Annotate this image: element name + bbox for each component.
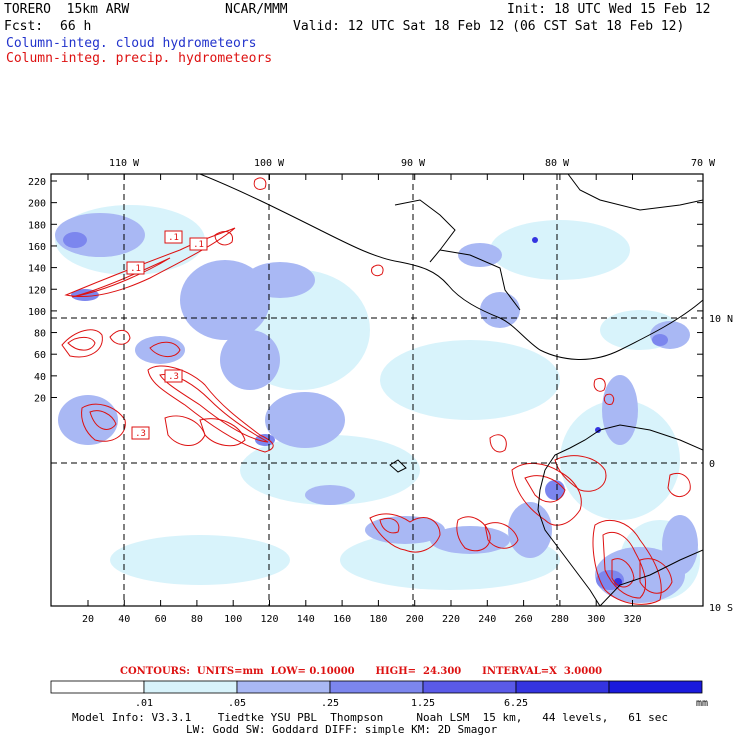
lon-label: 90 W — [401, 158, 426, 169]
plot-frame — [50, 173, 704, 607]
x-tick-label: 320 — [623, 614, 641, 625]
y-tick-label: 160 — [28, 242, 46, 253]
x-tick-label: 200 — [406, 614, 424, 625]
field-label-precip: Column-integ. precip. hydrometeors — [6, 51, 273, 66]
color-bar-label: .01 — [135, 698, 153, 709]
x-tick-label: 100 — [224, 614, 242, 625]
x-tick-label: 80 — [191, 614, 203, 625]
x-tick-label: 140 — [297, 614, 315, 625]
lon-label: 110 W — [109, 158, 140, 169]
forecast-hour: 66 h — [60, 19, 92, 34]
y-tick-label: 20 — [34, 394, 46, 405]
x-tick-label: 20 — [82, 614, 94, 625]
x-tick-label: 60 — [155, 614, 167, 625]
coastlines — [199, 174, 703, 606]
contour-label: .3 — [168, 372, 179, 382]
y-tick-label: 80 — [34, 329, 46, 340]
valid-time: Valid: 12 UTC Sat 18 Feb 12 (06 CST Sat … — [293, 19, 685, 34]
field-label-cloud: Column-integ. cloud hydrometeors — [6, 36, 257, 51]
color-bar-label: 1.25 — [411, 698, 435, 709]
color-bar-segment — [143, 680, 238, 694]
x-axis: 20 40 60 80 100 120 140 160 180 200 220 240 260 280 30… — [82, 174, 642, 625]
color-bar-segment — [422, 680, 517, 694]
color-bar-label: 6.25 — [504, 698, 528, 709]
lon-label: 100 W — [254, 158, 285, 169]
color-bar-segment — [50, 680, 145, 694]
contour-label-boxes — [126, 230, 208, 440]
lat-label: 0 — [709, 459, 715, 470]
x-tick-label: 260 — [515, 614, 533, 625]
y-tick-label: 120 — [28, 285, 46, 296]
x-tick-label: 220 — [442, 614, 460, 625]
y-tick-label: 60 — [34, 350, 46, 361]
init-time: Init: 18 UTC Wed 15 Feb 12 — [507, 2, 711, 17]
contour-label: .3 — [135, 429, 146, 439]
y-tick-label: 180 — [28, 220, 46, 231]
color-bar-label: .25 — [321, 698, 339, 709]
x-tick-label: 280 — [551, 614, 569, 625]
x-tick-label: 40 — [118, 614, 130, 625]
y-tick-label: 140 — [28, 264, 46, 275]
y-tick-label: 100 — [28, 307, 46, 318]
x-tick-label: 300 — [587, 614, 605, 625]
contour-label: .1 — [168, 233, 179, 243]
x-tick-label: 120 — [260, 614, 278, 625]
model-title: TORERO 15km ARW — [4, 2, 130, 17]
color-bar-segment — [236, 680, 331, 694]
center-label: NCAR/MMM — [225, 2, 288, 17]
x-tick-label: 180 — [369, 614, 387, 625]
color-bar-segment — [608, 680, 703, 694]
y-tick-label: 200 — [28, 199, 46, 210]
color-bar-segment — [515, 680, 610, 694]
color-bar-segment — [329, 680, 424, 694]
y-axis: 220 200 180 160 140 120 100 80 60 40 20 — [28, 177, 703, 405]
y-tick-label: 220 — [28, 177, 46, 188]
contour-label: .1 — [130, 264, 141, 274]
x-tick-label: 160 — [333, 614, 351, 625]
y-tick-label: 40 — [34, 372, 46, 383]
lon-label: 70 W — [691, 158, 716, 169]
color-bar-unit: mm — [696, 698, 708, 709]
lon-label: 80 W — [545, 158, 570, 169]
x-tick-label: 240 — [478, 614, 496, 625]
forecast-label: Fcst: — [4, 19, 44, 34]
lat-label: 10 S — [709, 603, 733, 614]
color-bar-label: .05 — [228, 698, 246, 709]
contour-label: .1 — [193, 240, 204, 250]
latlon-grid — [51, 174, 703, 606]
lat-label: 10 N — [709, 314, 733, 325]
model-info: Model Info: V3.3.1 Tiedtke YSU PBL Thomp… — [72, 711, 669, 724]
contours-info: CONTOURS: UNITS=mm LOW= 0.10000 HIGH= 24… — [120, 666, 603, 677]
precip-hydrometeor-contours — [61, 177, 691, 605]
color-bar: .01 .05 .25 1.25 6.25 mm — [50, 680, 708, 709]
model-info-physics: LW: Godd SW: Goddard DIFF: simple KM: 2D… — [186, 723, 498, 736]
